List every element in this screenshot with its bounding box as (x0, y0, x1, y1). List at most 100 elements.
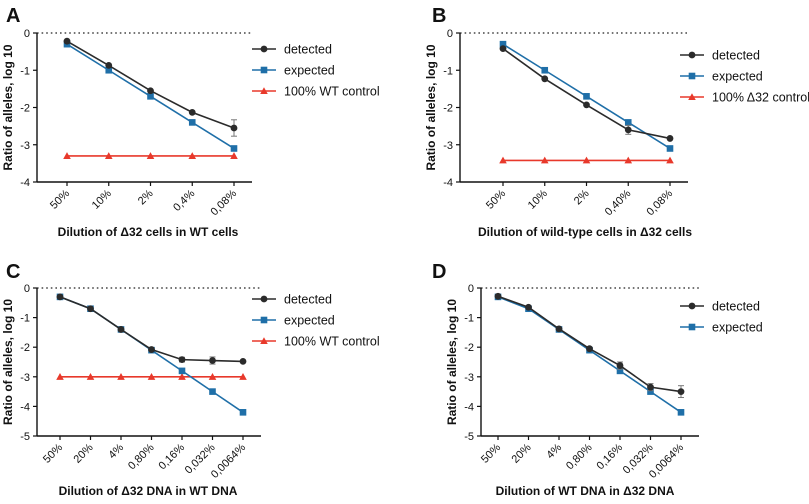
series-detected (494, 292, 685, 399)
x-tick-label: 10% (90, 187, 114, 211)
y-tick-label: -1 (464, 313, 474, 325)
y-tick-label: -5 (464, 431, 474, 443)
panel-letter: B (432, 5, 446, 27)
series-detected (499, 45, 674, 142)
legend: detected expected 100% WT control (252, 293, 380, 349)
data-point-detected (178, 356, 186, 364)
data-point-detected (541, 75, 549, 83)
chart-panel-b: B0 -1 -2 -3 -4 50% 10% 2% 0,40% 0,08% Ratio of all… (424, 5, 809, 239)
legend: detected expected 100% Δ32 control (680, 49, 809, 105)
legend-marker-detected (688, 51, 696, 59)
series-line-detected (66, 40, 235, 129)
legend-marker-detected (260, 295, 268, 303)
y-tick-label: -3 (20, 372, 30, 384)
data-point-detected (230, 124, 238, 132)
data-point-detected (147, 87, 154, 95)
data-point-detected (117, 326, 125, 333)
y-axis-title: Ratio of alleles, log 10 (424, 44, 438, 170)
data-point-detected (666, 135, 674, 142)
panel-letter: A (6, 5, 20, 27)
data-point-detected (586, 345, 593, 353)
data-point-control (666, 156, 674, 164)
series-expected (63, 40, 238, 152)
data-point-detected (209, 357, 216, 364)
y-axis-title: Ratio of alleles, log 10 (1, 44, 15, 170)
data-point-expected (239, 409, 247, 416)
y-tick-label: -3 (443, 140, 453, 152)
data-point-control (208, 373, 217, 380)
x-axis-title: Dilution of Δ32 DNA in WT DNA (59, 484, 238, 498)
data-point-detected (616, 362, 624, 369)
x-axis-title: Dilution of Δ32 cells in WT cells (58, 225, 239, 239)
chart-panel-d: D0-1-2-3-4-550% 20% 4% 0,80% 0,16%0,032%0,00… (432, 261, 763, 498)
legend-marker-expected (688, 323, 696, 331)
legend: detected expected (680, 300, 763, 335)
y-tick-label: 0 (24, 28, 30, 40)
chart-panel-a: A0 -1 -2 -3 -4 50% 10% 2% 0,4% 0,08% Ratio of alle… (1, 5, 380, 239)
y-tick-label: -1 (20, 313, 30, 325)
data-point-control (178, 373, 186, 380)
panel-letter: D (432, 261, 446, 283)
data-point-expected (647, 388, 654, 395)
y-tick-label: -1 (443, 65, 453, 77)
data-point-detected (63, 37, 71, 45)
series-control (56, 373, 247, 380)
x-tick-label: 50% (484, 187, 508, 211)
series-expected (494, 293, 685, 416)
x-tick-label: 0,08% (209, 187, 240, 218)
y-tick-label: -5 (20, 431, 30, 443)
x-tick-label: 0,80% (126, 441, 157, 472)
data-point-control (56, 373, 64, 380)
data-point-detected (105, 62, 113, 69)
data-point-expected (499, 40, 507, 48)
data-point-expected (147, 93, 154, 100)
x-tick-label: 4% (544, 441, 564, 461)
x-tick-label: 0,4% (171, 187, 197, 213)
legend-label-expected: expected (284, 64, 335, 78)
legend-label-detected: detected (712, 49, 760, 63)
x-tick-label: 10% (526, 187, 550, 211)
legend-marker-expected (260, 316, 268, 324)
x-tick-label: 2% (136, 187, 156, 207)
data-point-control (540, 156, 549, 164)
y-tick-label: -2 (20, 103, 30, 115)
x-tick-label: 20% (72, 441, 96, 465)
series-control (63, 152, 238, 159)
y-axis-title: Ratio of alleles, log 10 (445, 299, 459, 425)
data-point-detected (239, 358, 247, 365)
data-point-detected (499, 45, 507, 53)
legend-marker-control (260, 337, 268, 345)
data-point-detected (525, 303, 532, 311)
data-point-control (582, 156, 591, 164)
y-tick-label: -2 (443, 103, 453, 115)
data-point-detected (647, 383, 654, 391)
data-point-expected (677, 409, 685, 416)
data-point-control (188, 152, 197, 159)
data-point-detected (87, 305, 94, 313)
data-point-control (239, 373, 247, 380)
y-tick-label: 0 (447, 28, 453, 40)
x-tick-label: 50% (48, 187, 72, 211)
x-tick-label: 50% (41, 441, 65, 465)
series-line-expected (497, 296, 682, 413)
data-point-expected (624, 119, 632, 126)
legend-label-expected: expected (284, 314, 335, 328)
data-point-detected (624, 126, 632, 134)
legend-marker-control (260, 87, 268, 95)
x-tick-label: 4% (106, 441, 126, 461)
data-point-control (63, 152, 71, 159)
data-point-control (624, 156, 633, 164)
y-tick-label: -3 (20, 140, 30, 152)
data-point-detected (583, 101, 590, 109)
x-tick-label: 0,80% (564, 441, 595, 472)
data-point-control (86, 373, 95, 380)
legend-marker-control (688, 93, 696, 101)
x-tick-label: 50% (479, 441, 503, 465)
panel-letter: C (6, 261, 20, 283)
series-expected (499, 40, 674, 152)
legend: detected expected 100% WT control (252, 43, 380, 99)
legend-marker-expected (260, 66, 268, 74)
legend-marker-detected (688, 302, 696, 310)
y-tick-label: -3 (464, 372, 474, 384)
